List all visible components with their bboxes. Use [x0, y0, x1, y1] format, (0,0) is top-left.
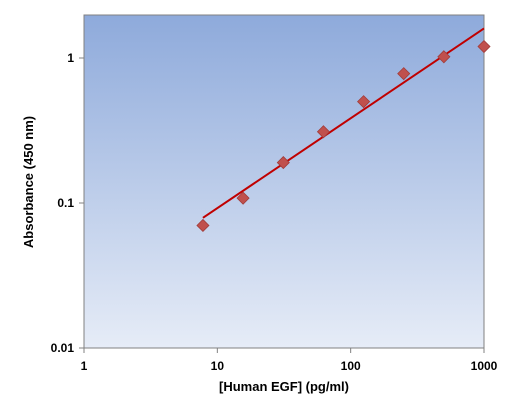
fit-line — [202, 27, 485, 219]
data-point-marker — [276, 156, 290, 170]
y-axis-ticks: 0.01 0.1 1 — [51, 51, 84, 355]
x-tick-label: 10 — [211, 359, 225, 373]
x-tick-label: 1000 — [471, 359, 498, 373]
y-axis-title: Absorbance (450 nm) — [21, 116, 36, 248]
data-point-marker — [477, 39, 491, 54]
plot-area — [83, 14, 485, 349]
y-tick-label: 0.01 — [51, 341, 75, 355]
data-point-marker — [236, 191, 250, 205]
x-axis-title: [Human EGF] (pg/ml) — [219, 379, 349, 394]
data-point-marker — [397, 67, 411, 81]
x-axis-ticks: 1 10 100 1000 — [81, 348, 498, 373]
y-tick-label: 0.1 — [57, 196, 74, 210]
y-tick-label: 1 — [67, 51, 74, 65]
data-point-marker — [357, 95, 371, 109]
x-tick-label: 100 — [341, 359, 361, 373]
data-point-marker — [316, 125, 331, 139]
data-point-marker — [437, 50, 451, 64]
x-tick-label: 1 — [81, 359, 88, 373]
data-points-group — [196, 39, 491, 233]
fit-line-group — [202, 27, 485, 219]
data-point-marker — [196, 218, 210, 233]
